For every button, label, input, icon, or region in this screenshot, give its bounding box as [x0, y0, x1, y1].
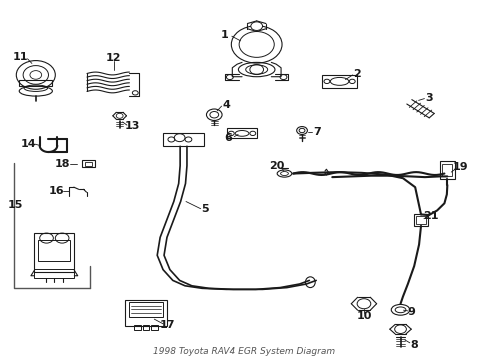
- Bar: [151, 324, 158, 329]
- Bar: [38, 240, 70, 261]
- Text: 18: 18: [54, 159, 70, 169]
- Text: 21: 21: [422, 211, 438, 221]
- Bar: [129, 302, 163, 318]
- Text: 1998 Toyota RAV4 EGR System Diagram: 1998 Toyota RAV4 EGR System Diagram: [153, 347, 335, 356]
- Text: 13: 13: [124, 121, 140, 131]
- Bar: [163, 133, 204, 146]
- Bar: [124, 300, 167, 325]
- Text: 14: 14: [21, 139, 37, 149]
- Text: 10: 10: [356, 311, 371, 321]
- Bar: [413, 215, 427, 226]
- Text: 5: 5: [201, 204, 209, 215]
- Bar: [322, 75, 356, 88]
- Bar: [439, 161, 454, 179]
- Text: 1: 1: [221, 30, 228, 40]
- Text: 12: 12: [106, 53, 122, 63]
- Circle shape: [239, 32, 274, 57]
- Text: 9: 9: [407, 307, 415, 316]
- Text: 16: 16: [49, 186, 64, 196]
- Bar: [142, 324, 149, 329]
- Text: 4: 4: [222, 100, 229, 110]
- Bar: [84, 162, 92, 166]
- Bar: [34, 269, 74, 278]
- Text: 19: 19: [452, 162, 468, 172]
- Bar: [134, 324, 141, 329]
- Text: 17: 17: [160, 320, 175, 330]
- Bar: [415, 216, 425, 224]
- Circle shape: [250, 22, 262, 31]
- Text: 3: 3: [424, 93, 432, 103]
- Text: 7: 7: [312, 127, 320, 136]
- Text: 15: 15: [8, 200, 23, 210]
- Bar: [227, 129, 256, 138]
- Bar: [19, 80, 52, 86]
- Text: 2: 2: [352, 69, 360, 79]
- Text: 8: 8: [409, 340, 417, 350]
- Bar: [34, 233, 74, 272]
- Text: 20: 20: [268, 161, 284, 171]
- Text: 11: 11: [12, 52, 28, 62]
- Bar: [442, 163, 451, 176]
- Bar: [82, 160, 95, 167]
- Circle shape: [231, 26, 282, 63]
- Text: 6: 6: [224, 133, 232, 143]
